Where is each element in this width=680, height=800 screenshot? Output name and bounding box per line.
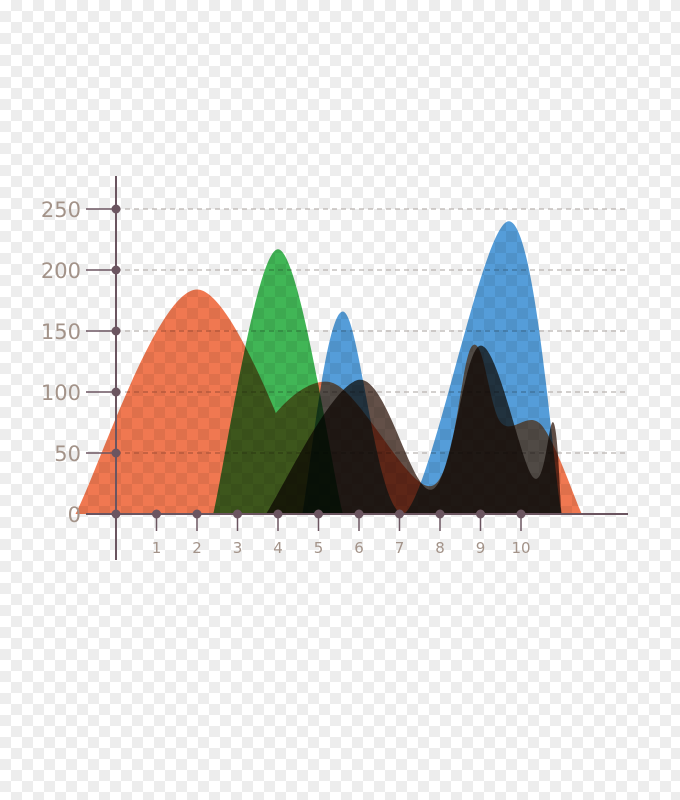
x-tick-dot-8 — [435, 509, 445, 519]
y-tick-label-150: 150 — [41, 320, 81, 344]
x-tick-label-2: 2 — [192, 539, 202, 557]
x-tick-label-4: 4 — [273, 539, 283, 557]
x-tick-dot-7 — [395, 509, 404, 519]
y-tick-dot-50 — [111, 448, 121, 458]
y-tick-label-250: 250 — [41, 198, 81, 222]
axes — [86, 176, 628, 560]
x-tick-dot-2 — [192, 509, 202, 519]
x-tick-label-3: 3 — [233, 539, 243, 557]
y-tick-label-100: 100 — [41, 381, 81, 405]
x-tick-dot-3 — [233, 509, 242, 519]
x-tick-label-8: 8 — [435, 539, 445, 557]
y-tick-dot-200 — [111, 265, 121, 275]
x-tick-label-1: 1 — [152, 539, 162, 557]
y-tick-dot-100 — [111, 387, 121, 397]
x-tick-dot-9 — [476, 509, 485, 519]
x-tick-dot-1 — [152, 509, 161, 519]
x-tick-label-7: 7 — [395, 539, 405, 557]
x-tick-dot-5 — [314, 509, 323, 519]
y-tick-dot-150 — [111, 326, 121, 336]
y-tick-label-200: 200 — [41, 259, 81, 283]
x-tick-label-5: 5 — [314, 539, 324, 557]
series-area-4 — [265, 345, 562, 514]
y-tick-dot-0 — [111, 509, 121, 519]
x-tick-label-6: 6 — [354, 539, 364, 557]
y-tick-dot-250 — [111, 204, 121, 214]
x-tick-label-9: 9 — [476, 539, 486, 557]
series-areas — [75, 221, 582, 515]
x-tick-dot-6 — [354, 509, 364, 519]
x-tick-dot-10 — [516, 509, 526, 519]
x-tick-label-10: 10 — [511, 539, 530, 557]
y-tick-label-50: 50 — [54, 442, 81, 466]
x-tick-dot-4 — [273, 509, 283, 519]
y-tick-label-0: 0 — [68, 503, 81, 527]
tick-labels: 0 50 100 150 200 250 1 2 3 4 5 6 7 8 9 10 — [41, 198, 531, 557]
